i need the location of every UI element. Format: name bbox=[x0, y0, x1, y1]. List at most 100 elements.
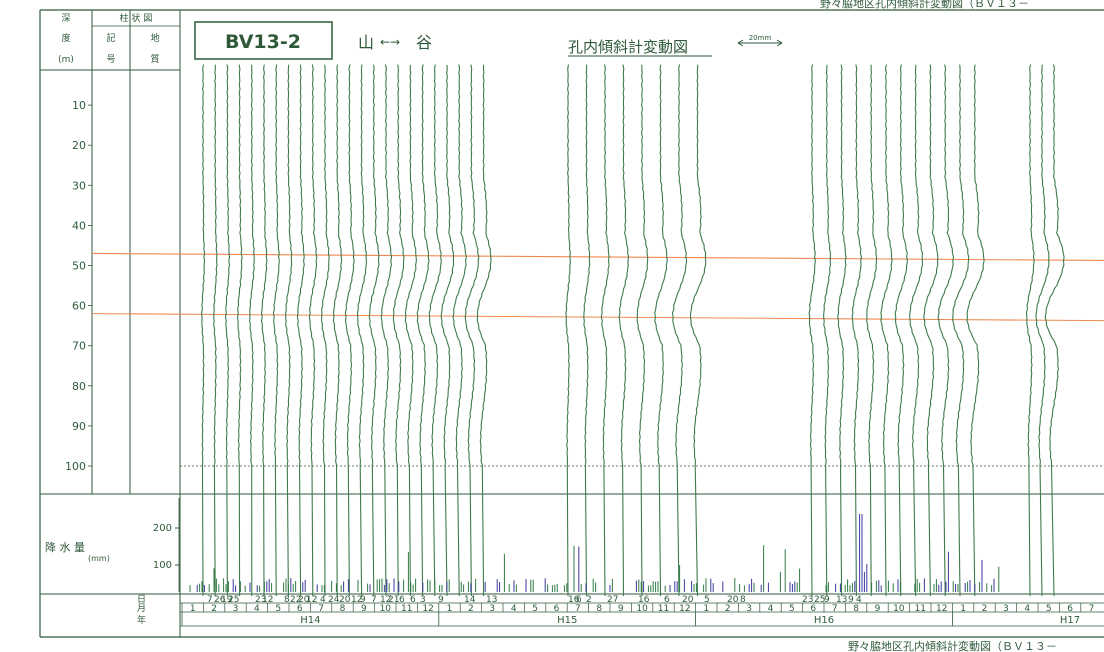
day-label: 6 bbox=[410, 595, 416, 605]
inclinometer-curve bbox=[851, 64, 862, 597]
month-label: 2 bbox=[211, 604, 217, 614]
inclinometer-curve bbox=[654, 64, 668, 597]
day-label: 12 bbox=[380, 595, 391, 605]
day-label: 25 bbox=[814, 595, 825, 605]
precip-label: 降 水 量 bbox=[45, 540, 85, 554]
depth-tick-label: 80 bbox=[72, 380, 86, 393]
inclinometer-curve bbox=[380, 64, 393, 597]
depth-tick-label: 50 bbox=[72, 260, 86, 273]
month-label: 6 bbox=[297, 604, 303, 614]
inclinometer-curve bbox=[565, 64, 571, 597]
day-label: 9 bbox=[360, 595, 366, 605]
inclinometer-curve bbox=[404, 64, 417, 597]
depth-guides bbox=[91, 252, 1104, 322]
inclinometer-curve bbox=[285, 64, 293, 597]
month-label: 1 bbox=[703, 604, 709, 614]
day-label: 4 bbox=[856, 595, 862, 605]
inclinometer-curve bbox=[1035, 64, 1050, 597]
inclinometer-curve bbox=[452, 64, 467, 597]
day-label: 13 bbox=[836, 595, 847, 605]
depth-tick-label: 10 bbox=[72, 99, 86, 112]
scale-label: 20mm bbox=[749, 34, 772, 42]
month-label: 10 bbox=[636, 604, 648, 614]
depth-axis: 10 20 30 40 50 60 70 80 90 100 bbox=[65, 65, 1104, 473]
symbol-label-2: 号 bbox=[106, 54, 115, 65]
inclinometer-curve bbox=[428, 64, 442, 597]
day-label: 9 bbox=[438, 595, 444, 605]
inclinometer-curve bbox=[308, 64, 318, 597]
day-label: 13 bbox=[486, 595, 497, 605]
month-label: 8 bbox=[340, 604, 346, 614]
month-label: 8 bbox=[596, 604, 602, 614]
symbol-label-1: 記 bbox=[106, 32, 115, 44]
day-label: 2 bbox=[586, 595, 592, 605]
month-label: 10 bbox=[893, 604, 905, 614]
month-label: 3 bbox=[233, 604, 239, 614]
day-label: 9 bbox=[848, 595, 854, 605]
geology-label-2: 質 bbox=[150, 53, 159, 65]
day-label: 20 bbox=[339, 595, 351, 605]
header: 野々脇地区孔内傾斜計変動図（ＢＶ１３－ BV13-2 山 ←→ 谷 孔内傾斜計変… bbox=[194, 0, 1057, 652]
day-label: 6 bbox=[399, 595, 405, 605]
month-label: 10 bbox=[380, 604, 392, 614]
month-label: 6 bbox=[810, 604, 816, 614]
year-label: H16 bbox=[814, 615, 834, 626]
inclinometer-curve bbox=[636, 64, 649, 597]
month-label: 5 bbox=[275, 604, 281, 614]
inclinometer-curve bbox=[1025, 64, 1035, 597]
depth-tick-label: 40 bbox=[72, 219, 86, 232]
day-label: 20 bbox=[727, 595, 739, 605]
day-label: 20 bbox=[682, 595, 694, 605]
inclinometer-curve bbox=[923, 64, 939, 597]
inclinometer-curve bbox=[880, 64, 893, 597]
inclinometer-curve bbox=[272, 64, 280, 597]
year-label: H15 bbox=[557, 615, 577, 626]
month-label: 1 bbox=[447, 604, 453, 614]
day-label: 21 bbox=[388, 595, 399, 605]
inclinometer-curve bbox=[808, 64, 816, 597]
day-label: 24 bbox=[328, 595, 340, 605]
day-label: 27 bbox=[607, 595, 618, 605]
month-label: 3 bbox=[489, 604, 495, 614]
depth-tick-label: 30 bbox=[72, 179, 86, 192]
month-label: 6 bbox=[1067, 604, 1073, 614]
inclinometer-curve bbox=[966, 64, 985, 597]
column-diagram-label: 柱 状 図 bbox=[120, 12, 153, 24]
month-label: 3 bbox=[746, 604, 752, 614]
month-label: 11 bbox=[401, 604, 412, 614]
day-label: 23 bbox=[802, 595, 813, 605]
month-label: 12 bbox=[679, 604, 690, 614]
month-label: 7 bbox=[318, 604, 324, 614]
inclinometer-curve bbox=[952, 64, 970, 597]
depth-tick-label: 20 bbox=[72, 139, 86, 152]
month-label: 4 bbox=[254, 604, 260, 614]
inclinometer-curve bbox=[823, 64, 832, 597]
chart-title: 孔内傾斜計変動図 bbox=[568, 38, 688, 56]
direction-mountain: 山 bbox=[358, 33, 374, 52]
month-label: 2 bbox=[982, 604, 988, 614]
day-label: 3 bbox=[420, 595, 426, 605]
precip-section: 降 水 量 (mm) 100 200 bbox=[45, 498, 1000, 592]
inclinometer-curve bbox=[368, 64, 380, 597]
precip-tick-200: 200 bbox=[153, 523, 172, 534]
day-label: 7 bbox=[371, 595, 377, 605]
depth-label-3: (m) bbox=[58, 55, 74, 65]
inclinometer-curve bbox=[213, 64, 218, 597]
month-label: 9 bbox=[618, 604, 624, 614]
inclinometer-curve bbox=[937, 64, 955, 597]
day-label: 26 bbox=[214, 595, 226, 605]
month-label: 2 bbox=[468, 604, 474, 614]
day-label: 16 bbox=[638, 595, 650, 605]
inclinometer-curve bbox=[440, 64, 455, 597]
day-label: 12 bbox=[306, 595, 317, 605]
month-label: 7 bbox=[832, 604, 838, 614]
direction-arrow: ←→ bbox=[380, 35, 400, 49]
top-right-title: 野々脇地区孔内傾斜計変動図（ＢＶ１３－ bbox=[820, 0, 1029, 10]
month-label: 1 bbox=[190, 604, 196, 614]
borehole-id: BV13-2 bbox=[225, 31, 301, 53]
day-label: 6 bbox=[664, 595, 670, 605]
day-label: 20 bbox=[298, 595, 310, 605]
inclinometer-curve bbox=[332, 64, 343, 597]
